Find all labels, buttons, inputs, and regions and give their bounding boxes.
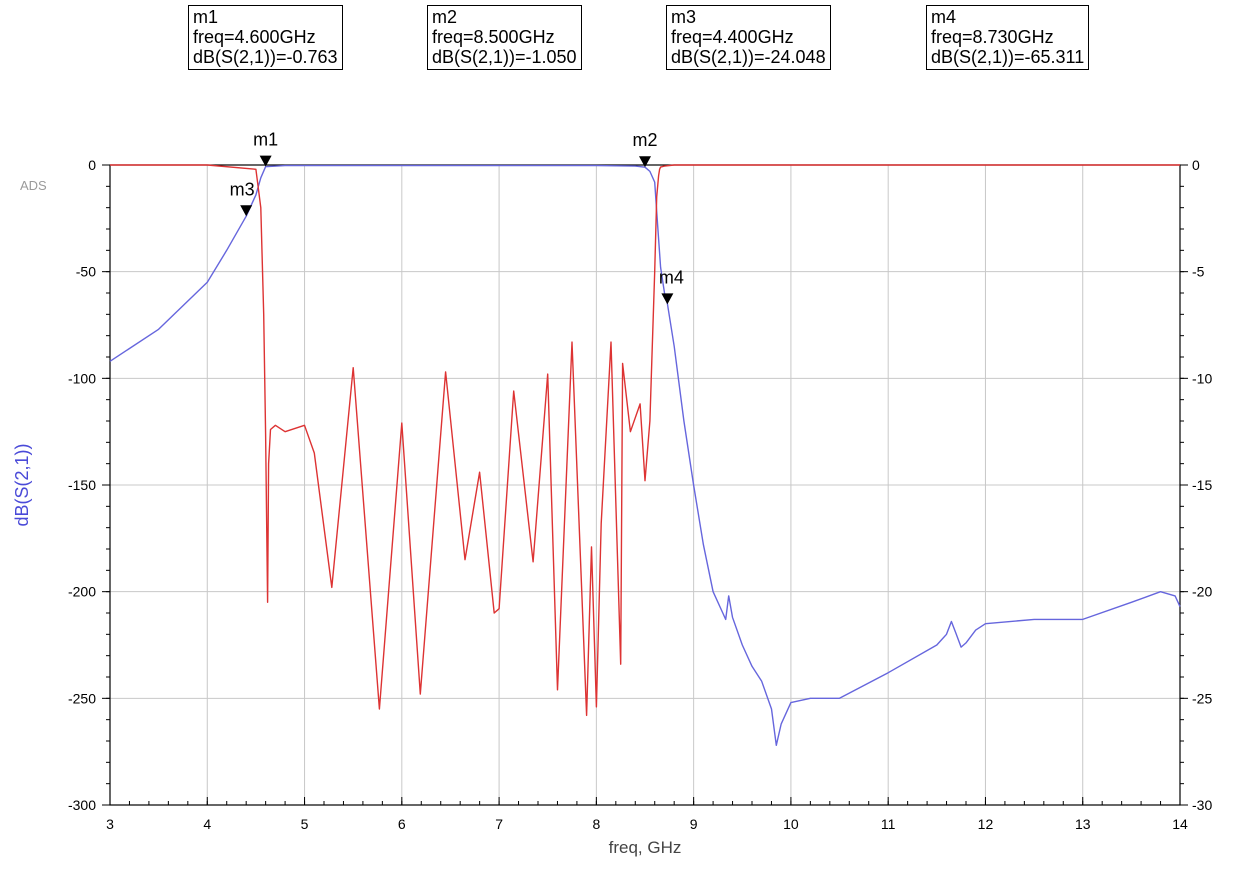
y-right-tick-label: -25 [1192, 690, 1212, 706]
y-right-tick-label: -20 [1192, 584, 1212, 600]
x-tick-label: 13 [1075, 816, 1091, 832]
y-left-tick-label: 0 [88, 157, 96, 173]
chart-grid [109, 164, 1181, 806]
y-left-tick-label: -50 [76, 264, 96, 280]
x-tick-label: 11 [881, 816, 896, 832]
marker-label: m2 [632, 130, 657, 150]
marker-readout-m2: m2 freq=8.500GHz dB(S(2,1))=-1.050 [427, 5, 582, 70]
x-tick-label: 12 [978, 816, 994, 832]
x-tick-label: 10 [783, 816, 799, 832]
marker-readout-m1: m1 freq=4.600GHz dB(S(2,1))=-0.763 [188, 5, 343, 70]
x-tick-label: 6 [398, 816, 406, 832]
marker-value: dB(S(2,1))=-0.763 [193, 47, 338, 67]
x-tick-label: 14 [1172, 816, 1188, 832]
marker-label: m4 [659, 267, 684, 287]
series-line-s21 [109, 164, 1181, 746]
y-right-tick-label: -15 [1192, 477, 1212, 493]
x-axis-label: freq, GHz [609, 838, 682, 857]
marker-freq: freq=4.400GHz [671, 27, 794, 47]
marker-name: m3 [671, 7, 697, 27]
y-left-tick-label: -200 [68, 584, 96, 600]
marker-name: m2 [432, 7, 458, 27]
y-left-tick-label: -100 [68, 370, 96, 386]
marker-name: m1 [193, 7, 219, 27]
marker-triangle [639, 156, 651, 168]
marker-freq: freq=8.730GHz [931, 27, 1054, 47]
marker-freq: freq=4.600GHz [193, 27, 316, 47]
x-tick-label: 5 [301, 816, 309, 832]
ads-watermark: ADS [20, 178, 47, 193]
marker-value: dB(S(2,1))=-1.050 [432, 47, 577, 67]
marker-triangle [661, 293, 674, 305]
x-tick-label: 4 [203, 816, 211, 832]
axis-ticks: 3 4 5 6 7 8 9 10 11 12 13 140-50-100-150-200-250-30… [68, 157, 1212, 832]
marker-readout-m3: m3 freq=4.400GHz dB(S(2,1))=-24.048 [666, 5, 831, 70]
y-left-tick-label: -250 [68, 690, 96, 706]
marker-name: m4 [931, 7, 957, 27]
y-right-tick-label: -30 [1192, 797, 1212, 813]
y-right-tick-label: -10 [1192, 370, 1212, 386]
series-layer [109, 164, 1181, 746]
y-left-tick-label: -150 [68, 477, 96, 493]
x-tick-label: 9 [690, 816, 698, 832]
marker-value: dB(S(2,1))=-24.048 [671, 47, 826, 67]
markers-layer: m1 m2 m3 m4 [230, 130, 684, 305]
y-right-tick-label: -5 [1192, 264, 1205, 280]
x-tick-label: 7 [495, 816, 503, 832]
marker-label: m3 [230, 179, 255, 199]
series-line-s11 [110, 164, 1180, 717]
y-left-tick-label: -300 [68, 797, 96, 813]
marker-freq: freq=8.500GHz [432, 27, 555, 47]
marker-triangle [240, 205, 253, 217]
marker-triangle [259, 155, 272, 167]
x-tick-label: 8 [592, 816, 600, 832]
x-tick-label: 3 [106, 816, 114, 832]
marker-readout-m4: m4 freq=8.730GHz dB(S(2,1))=-65.311 [926, 5, 1090, 70]
marker-value: dB(S(2,1))=-65.311 [931, 47, 1085, 67]
y-right-tick-label: 0 [1192, 157, 1200, 173]
marker-label: m1 [253, 130, 278, 150]
y-axis-label-left: dB(S(2,1)) [12, 443, 32, 526]
